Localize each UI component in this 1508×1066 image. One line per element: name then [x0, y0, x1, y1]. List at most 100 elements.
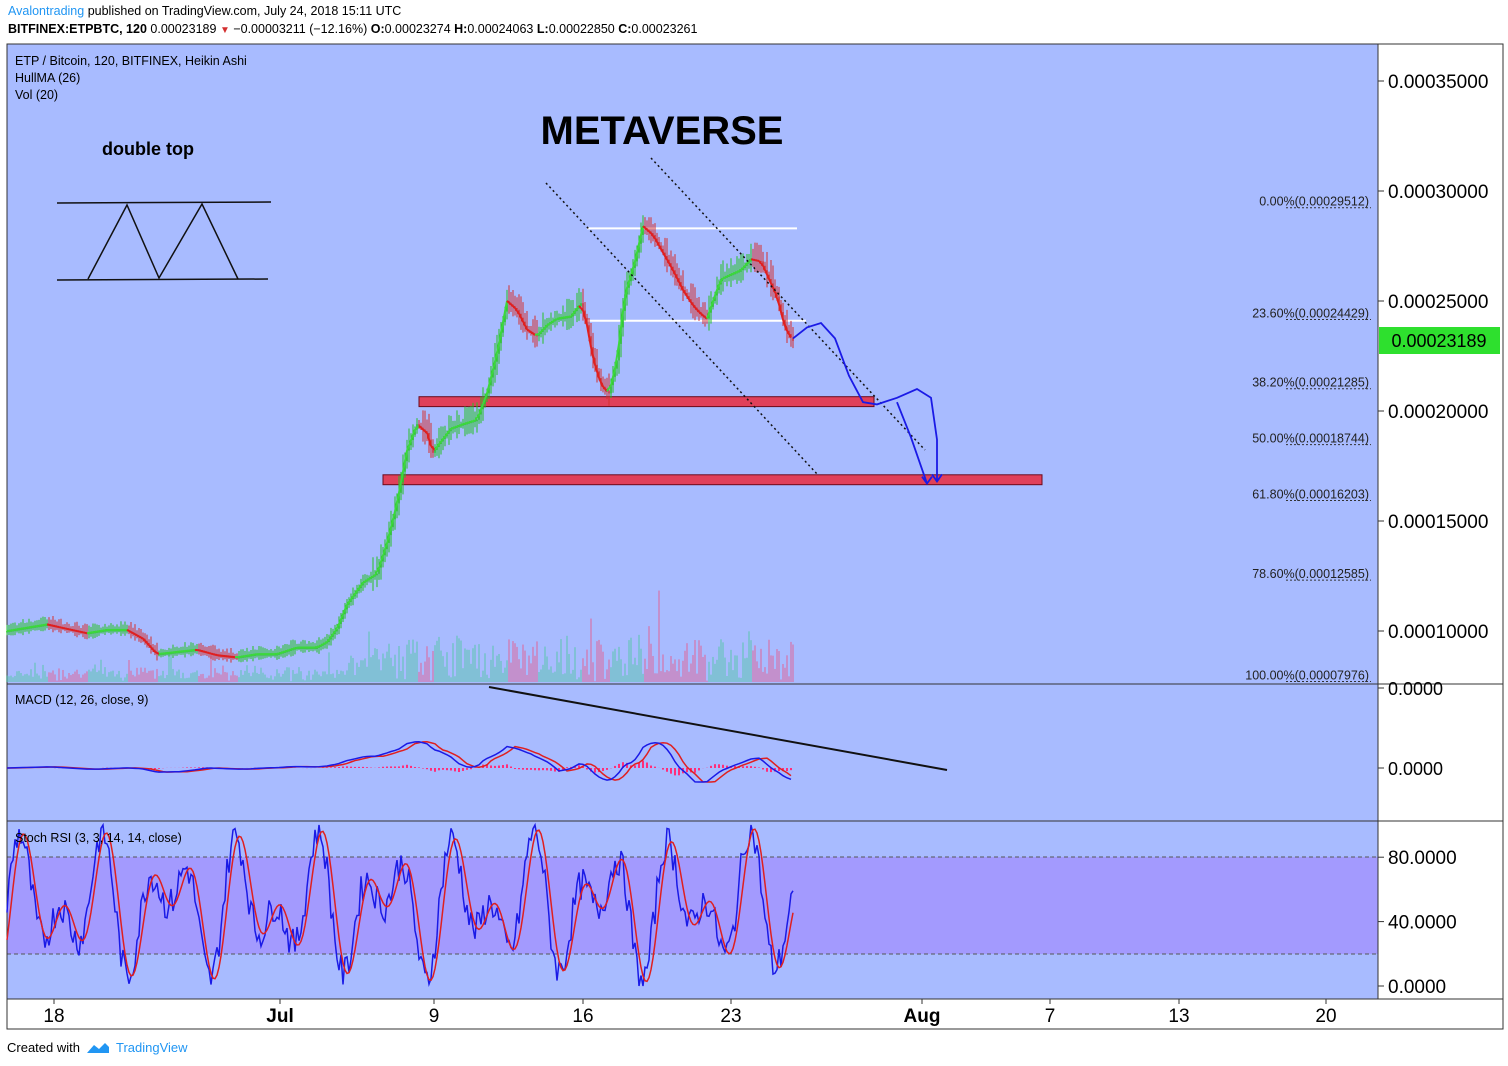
hullma-segment: [686, 295, 692, 303]
volume-bar: [176, 671, 178, 682]
tradingview-logo-icon: [86, 1042, 109, 1053]
forecast-paths[interactable]: [792, 321, 943, 486]
hullma-segment: [578, 305, 584, 312]
fib-level-label: 0.00%(0.00029512): [1259, 195, 1369, 209]
macd-histogram-bar: [454, 768, 456, 772]
price-tick-label: 0.00030000: [1388, 182, 1488, 203]
volume-bar: [526, 674, 528, 682]
volume-bar: [316, 671, 318, 682]
hullma-segment: [726, 273, 732, 278]
macd-pane[interactable]: [7, 684, 1378, 821]
price-tick-label: 0.00035000: [1388, 72, 1488, 93]
channel-upper-trendline[interactable]: [650, 157, 926, 451]
hullma-segment: [438, 438, 444, 445]
volume-bar: [644, 658, 646, 682]
hullma-segment: [342, 604, 348, 615]
volume-bar: [22, 675, 24, 682]
volume-bar: [774, 668, 776, 682]
fib-level-label: 61.80%(0.00016203): [1252, 488, 1369, 502]
hullma-segment: [710, 295, 716, 308]
volume-bar: [486, 674, 488, 682]
low-label: L:: [536, 22, 549, 36]
volume-bar: [506, 660, 508, 682]
macd-histogram-bar: [202, 767, 204, 768]
hullma-segment: [210, 652, 216, 656]
volume-bar: [752, 650, 754, 682]
volume-bar: [230, 675, 232, 682]
volume-bar: [328, 652, 330, 682]
price-axis[interactable]: 0.00010000 0.00015000 0.00020000 0.00025000…: [1378, 72, 1488, 643]
volume-bar: [784, 667, 786, 682]
pattern-zigzag: [87, 202, 239, 280]
volume-bar: [122, 680, 124, 682]
volume-bar: [210, 655, 212, 682]
volume-bar: [582, 658, 584, 682]
volume-bar: [468, 649, 470, 682]
tradingview-brand-link[interactable]: TradingView: [115, 1040, 188, 1055]
volume-bar: [702, 657, 704, 682]
volume-bar: [194, 672, 196, 682]
fib-level-label: 78.60%(0.00012585): [1252, 567, 1369, 581]
volume-bar: [496, 655, 498, 682]
hullma-segment: [650, 232, 656, 240]
macd-histogram-bar: [634, 765, 636, 768]
change-value: −0.00003211 (−12.16%): [233, 22, 368, 36]
volume-bar: [16, 671, 18, 682]
volume-bar: [744, 658, 746, 682]
main-pane[interactable]: [7, 44, 1378, 684]
hullma-segment: [486, 377, 492, 394]
macd-histogram-bar: [646, 762, 648, 768]
volume-bar: [546, 656, 548, 682]
candle-body: [86, 632, 88, 635]
published-text: published on TradingView.com, July 24, 2…: [87, 4, 402, 18]
macd-histogram-bar: [694, 768, 696, 773]
macd-axis[interactable]: 0.0000 0.0000: [1378, 679, 1443, 779]
pattern-top-line: [56, 201, 272, 204]
volume-bar: [368, 631, 370, 682]
volume-bar: [502, 672, 504, 682]
volume-bar: [420, 662, 422, 682]
support-zones[interactable]: [382, 396, 1043, 486]
volume-bar: [350, 655, 352, 682]
author-link[interactable]: Avalontrading: [8, 4, 85, 18]
stoch-axis[interactable]: 80.0000 40.0000 0.0000: [1378, 848, 1457, 998]
volume-bar: [164, 678, 166, 682]
macd-histogram-bar: [750, 766, 752, 768]
macd-histogram-bar: [734, 766, 736, 768]
volume-bar: [440, 650, 442, 682]
macd-divergence-line[interactable]: [488, 686, 948, 771]
double-top-drawing[interactable]: [56, 201, 272, 281]
volume-bar: [238, 677, 240, 682]
volume-bar: [690, 663, 692, 682]
volume-bar: [382, 653, 384, 682]
hullma-segment: [738, 267, 744, 272]
volume-bar: [298, 667, 300, 682]
hullma-segment: [670, 266, 676, 275]
hullma-segment: [574, 305, 580, 312]
pattern-bottom-line: [56, 278, 269, 281]
hullma-segment: [554, 317, 560, 321]
volume-bar: [510, 662, 512, 682]
macd-histogram-bar: [770, 768, 772, 773]
volume-bar: [158, 676, 160, 682]
channel-lower-trendline[interactable]: [545, 182, 819, 476]
volume-bar: [768, 639, 770, 682]
macd-histogram-bar: [726, 765, 728, 768]
hullma-segment: [290, 647, 296, 651]
macd-histogram-bar: [354, 766, 356, 768]
hullma-segment: [434, 443, 440, 451]
hullma-segment: [30, 625, 36, 629]
hullma-segment: [362, 579, 368, 584]
volume-bar: [256, 672, 258, 682]
volume-bar: [424, 661, 426, 682]
macd-histogram-bar: [446, 768, 448, 771]
hullma-segment: [358, 582, 364, 589]
volume-bar: [460, 640, 462, 682]
volume-bar: [742, 642, 744, 682]
hullma-segment: [350, 593, 356, 600]
volume-bar: [168, 652, 170, 682]
time-axis[interactable]: 18 Jul 9 16 23 Aug 7 13 20: [43, 999, 1337, 1027]
volume-bar: [28, 675, 30, 682]
fibonacci-levels[interactable]: 0.00%(0.00029512) 23.60%(0.00024429) 38.20…: [1245, 195, 1371, 683]
